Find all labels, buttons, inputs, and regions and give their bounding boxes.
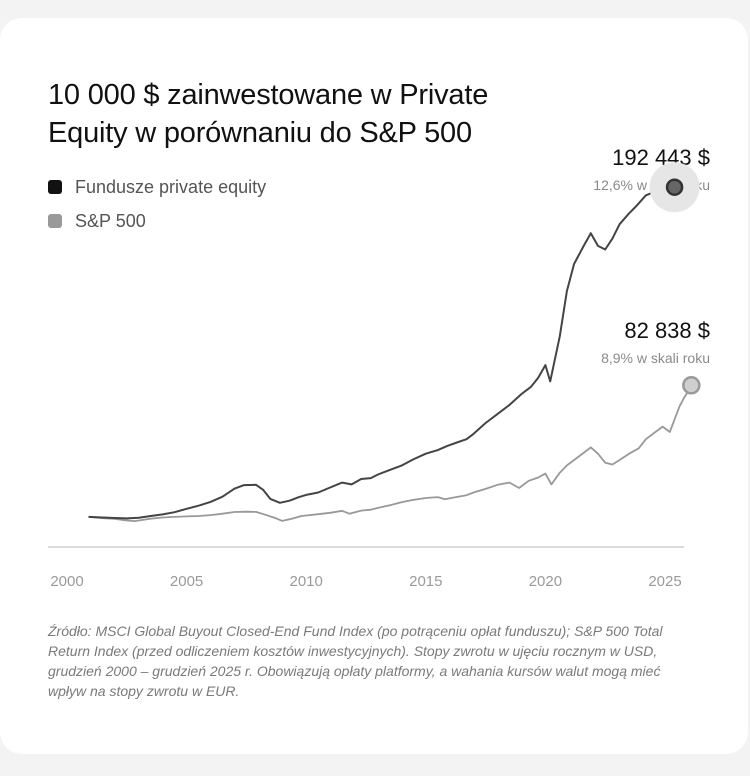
series-layer [88, 162, 701, 522]
x-tick-label: 2000 [50, 573, 83, 590]
x-tick-labels: 2000 2005 2010 2015 2020 2025 [50, 573, 681, 590]
x-tick-label: 2015 [409, 573, 442, 590]
sp-annual-rate: 8,9% w skali roku [601, 350, 710, 366]
x-tick-label: 2025 [648, 573, 681, 590]
chart-title: 10 000 $ zainwestowane w Private Equity … [48, 79, 489, 149]
legend-item-sp500: S&P 500 [48, 210, 266, 232]
sp-final-value: 82 838 $ [624, 318, 710, 343]
series-line-sp500 [88, 384, 693, 522]
legend-label-sp500: S&P 500 [75, 210, 146, 231]
legend: Fundusze private equity S&P 500 [48, 176, 266, 244]
pe-endpoint-dot [665, 178, 684, 196]
x-tick-label: 2005 [170, 573, 203, 590]
series-line-private-equity [88, 186, 675, 520]
legend-label-private-equity: Fundusze private equity [75, 176, 267, 197]
pe-final-value: 192 443 $ [612, 145, 710, 170]
chart-card [0, 18, 748, 754]
sp-endpoint-dot [682, 376, 701, 395]
source-footnote: Źródło: MSCI Global Buyout Closed-End Fu… [48, 623, 663, 699]
legend-swatch-sp500 [48, 214, 62, 228]
x-tick-label: 2020 [529, 573, 562, 590]
legend-item-private-equity: Fundusze private equity [48, 176, 266, 198]
x-tick-label: 2010 [290, 573, 323, 590]
legend-swatch-private-equity [48, 180, 62, 194]
